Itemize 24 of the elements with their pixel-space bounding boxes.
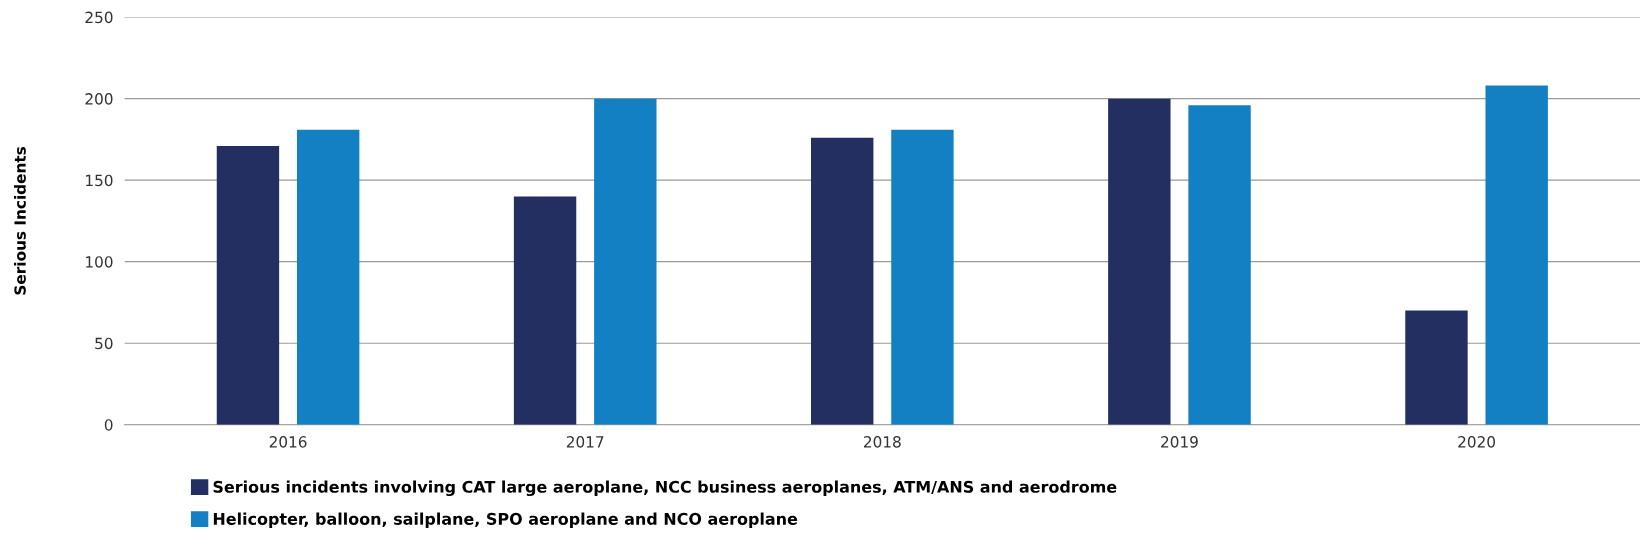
y-tick-label: 0 [104, 419, 113, 431]
bar [513, 196, 577, 425]
y-tick-label: 50 [95, 337, 113, 350]
legend-label: Serious incidents involving CAT large aeroplane, NCC business aeroplanes, ATM/ANS and aerodrome [213, 480, 1117, 497]
y-axis-title: Serious Incidents [14, 146, 26, 295]
y-tick-label: 100 [86, 256, 113, 268]
bar [216, 145, 280, 425]
x-tick-label: 2018 [864, 436, 901, 448]
x-tick-label: 2016 [269, 436, 307, 448]
bar [594, 98, 657, 425]
x-tick-label: 2020 [1458, 436, 1495, 448]
y-tick-label: 150 [86, 174, 113, 187]
bar [1405, 310, 1468, 425]
bar [296, 129, 360, 425]
x-tick-label: 2017 [566, 436, 604, 448]
bar [1188, 105, 1251, 425]
bar [1485, 85, 1548, 425]
y-tick-label: 200 [85, 93, 113, 105]
bar [811, 137, 874, 425]
bar [1108, 98, 1171, 425]
y-tick-label: 250 [85, 11, 113, 24]
x-tick-label: 2019 [1161, 436, 1198, 448]
legend-label: Helicopter, balloon, sailplane, SPO aeroplane and NCO aeroplane [213, 512, 798, 528]
bar [891, 129, 954, 425]
